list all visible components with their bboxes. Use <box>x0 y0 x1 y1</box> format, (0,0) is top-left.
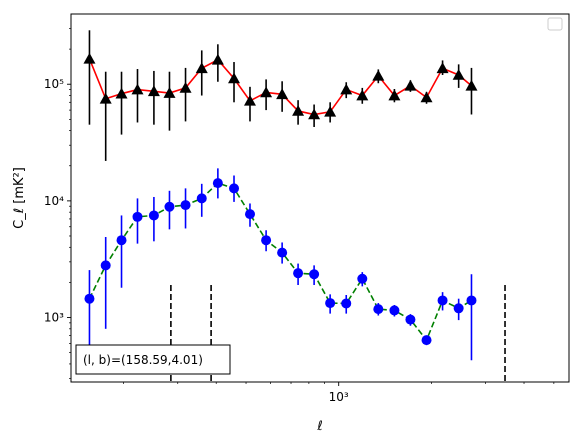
series-1-point-21 <box>421 335 432 346</box>
series-0-point-5 <box>163 87 176 98</box>
series-1-point-10 <box>244 209 255 220</box>
series-1-point-2 <box>116 235 127 246</box>
y-tick-label-0: 10³ <box>44 311 64 325</box>
series-1-point-19 <box>389 305 400 316</box>
series-0-point-13 <box>292 104 305 116</box>
series-0-point-9 <box>228 72 241 84</box>
series-0-point-17 <box>356 89 369 101</box>
annotation-box <box>75 344 231 375</box>
series-1-point-0 <box>84 293 95 304</box>
series-0-point-21 <box>420 91 433 103</box>
series-0-point-12 <box>276 88 289 100</box>
annotation-text: (l, b)=(158.59,4.01) <box>83 353 203 367</box>
y-tick-label-2: 10⁵ <box>44 77 64 91</box>
series-0-point-18 <box>372 69 385 81</box>
series-0-point-23 <box>452 68 465 80</box>
series-0-point-6 <box>179 81 192 93</box>
plot-contents <box>83 30 506 382</box>
series-1-point-23 <box>453 303 464 314</box>
series-1-point-22 <box>437 295 448 306</box>
series-1-point-9 <box>229 183 240 194</box>
series-0-point-4 <box>147 85 160 97</box>
series-1-point-3 <box>132 211 143 222</box>
series-0-point-2 <box>115 87 128 99</box>
series-0-point-1 <box>99 92 112 104</box>
plot-area <box>83 30 506 382</box>
axes: 10³ 10⁴ 10⁵ 10³ ℓ C_ℓ [mK²] (l, b)=(158.59,4.0… <box>12 13 570 434</box>
series-0-point-7 <box>195 62 208 74</box>
series-0-point-0 <box>83 52 96 64</box>
series-1-point-7 <box>196 193 207 204</box>
y-tick-label-1: 10⁴ <box>44 194 64 208</box>
legend-box <box>547 17 563 31</box>
series-0-point-8 <box>211 53 224 65</box>
series-0-point-19 <box>388 89 401 101</box>
series-0-point-24 <box>465 79 478 91</box>
series-0-point-11 <box>260 86 273 98</box>
series-1-point-16 <box>341 298 352 309</box>
series-1-point-4 <box>148 210 159 221</box>
series-1-point-11 <box>261 235 272 246</box>
y-axis-label: C_ℓ [mK²] <box>12 167 27 229</box>
series-1-point-18 <box>373 304 384 315</box>
x-tick-label-0: 10³ <box>329 390 349 404</box>
series-1-point-5 <box>164 201 175 212</box>
series-1-point-12 <box>277 247 288 258</box>
axes-frame <box>70 13 570 383</box>
series-1-point-17 <box>357 273 368 284</box>
series-0-point-3 <box>131 83 144 95</box>
series-1-point-14 <box>309 269 320 280</box>
series-1-point-24 <box>466 295 477 306</box>
series-1-point-15 <box>325 298 336 309</box>
series-1-point-13 <box>293 268 304 279</box>
series-0-point-22 <box>436 62 449 74</box>
series-0-point-10 <box>243 94 256 106</box>
series-0-point-20 <box>404 79 417 91</box>
series-0-point-14 <box>308 108 321 120</box>
series-1-point-8 <box>212 178 223 189</box>
series-0-point-15 <box>324 105 337 117</box>
series-1-point-6 <box>180 200 191 211</box>
series-1-point-1 <box>100 260 111 271</box>
series-0-point-16 <box>340 83 353 95</box>
x-axis-label: ℓ <box>316 419 322 434</box>
series-1-point-20 <box>405 314 416 325</box>
